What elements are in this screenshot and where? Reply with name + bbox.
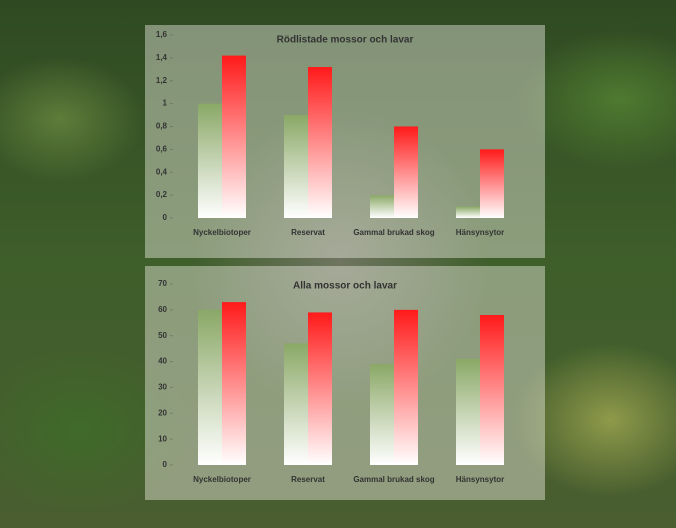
y-tick-label: 20 [158,408,167,417]
bar [480,315,504,465]
bar [198,309,222,465]
bar [370,364,394,465]
bar [308,67,332,219]
bar [394,309,418,465]
y-tick-label: 10 [158,434,167,443]
bar [308,312,332,465]
bar [394,126,418,218]
y-tick-label: 0,4 [156,167,168,176]
chart-title: Alla mossor och lavar [293,281,397,292]
chart-title: Rödlistade mossor och lavar [277,35,414,46]
y-tick-label: 0,8 [156,122,168,131]
bar [284,115,308,218]
y-tick-label: 40 [158,357,167,366]
y-tick-label: 0 [163,213,168,222]
y-tick-label: 1 [163,99,168,108]
x-tick-label: Nyckelbiotoper [193,475,251,484]
x-tick-label: Reservat [291,475,325,484]
bar [222,55,246,219]
bar [222,302,246,465]
x-tick-label: Nyckelbiotoper [193,228,251,237]
bar [198,103,222,218]
y-tick-label: 0,2 [156,190,168,199]
y-tick-label: 60 [158,305,167,314]
y-tick-label: 1,4 [156,53,168,62]
bar [284,343,308,465]
y-tick-label: 1,6 [156,30,168,39]
y-tick-label: 1,2 [156,76,168,85]
x-tick-label: Hänsynsytor [455,228,505,237]
bar [456,358,480,465]
x-tick-label: Reservat [291,228,325,237]
bar [370,195,394,218]
bar [456,206,480,218]
y-tick-label: 0 [163,460,168,469]
x-tick-label: Hänsynsytor [455,475,505,484]
bar [480,149,504,218]
y-tick-label: 70 [158,279,167,288]
x-tick-label: Gammal brukad skog [353,475,435,484]
y-tick-label: 50 [158,331,167,340]
x-tick-label: Gammal brukad skog [353,228,435,237]
y-tick-label: 0,6 [156,144,168,153]
y-tick-label: 30 [158,383,167,392]
